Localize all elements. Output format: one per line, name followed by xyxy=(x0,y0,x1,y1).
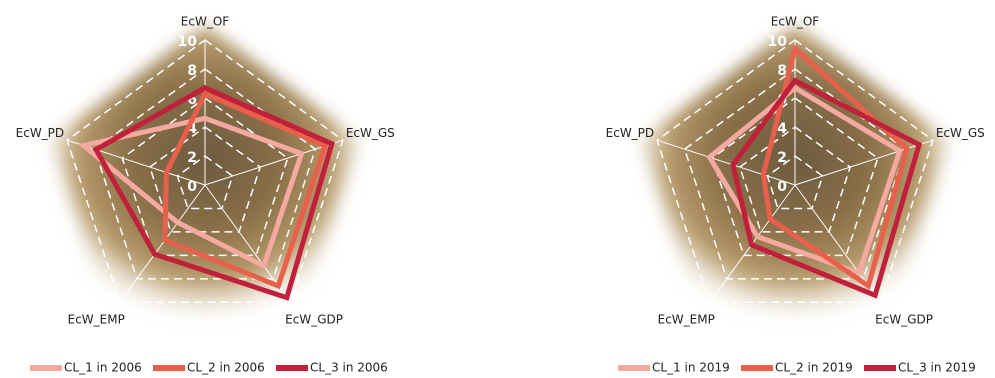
legend-label: CL_1 in 2006 xyxy=(64,361,142,375)
legend-label: CL_2 in 2019 xyxy=(775,361,853,375)
axis-label: EcW_GS xyxy=(936,126,985,140)
axis-label: EcW_PD xyxy=(606,126,655,140)
legend-label: CL_3 in 2006 xyxy=(310,361,388,375)
axis-label: EcW_OF xyxy=(771,15,819,29)
tick: 8 xyxy=(187,63,197,79)
legend-label: CL_1 in 2019 xyxy=(652,361,730,375)
axis-label: EcW_GDP xyxy=(285,313,343,327)
axis-label: EcW_EMP xyxy=(68,313,125,327)
tick: 0 xyxy=(777,179,787,195)
tick: 0 xyxy=(187,179,197,195)
tick: 10 xyxy=(178,34,198,50)
axis-label: EcW_OF xyxy=(181,15,229,29)
tick: 10 xyxy=(768,34,788,50)
axis-label: EcW_GS xyxy=(346,126,395,140)
tick: 2 xyxy=(777,150,787,166)
legend-label: CL_3 in 2019 xyxy=(898,361,976,375)
tick: 2 xyxy=(187,150,197,166)
chart: EcW_OFEcW_GSEcW_GDPEcW_EMPEcW_PD0246810C… xyxy=(0,0,995,378)
axis-label: EcW_EMP xyxy=(658,313,715,327)
legend-label: CL_2 in 2006 xyxy=(187,361,265,375)
axis-label: EcW_PD xyxy=(16,126,65,140)
axis-label: EcW_GDP xyxy=(875,313,933,327)
